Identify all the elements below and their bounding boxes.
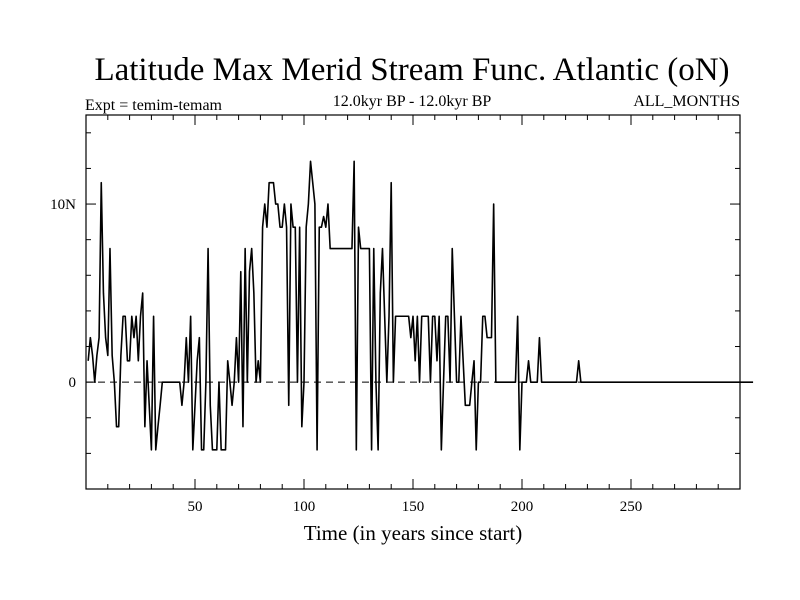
series-line (87, 160, 754, 451)
subtitle-center: 12.0kyr BP - 12.0kyr BP (333, 93, 492, 110)
x-tick-label: 150 (402, 499, 425, 515)
y-tick-label: 10N (50, 197, 76, 213)
x-tick-label: 50 (188, 499, 203, 515)
x-tick-labels: 50 100 150 200 250 (188, 499, 643, 515)
subtitle-right: ALL_MONTHS (633, 93, 740, 110)
y-axis-ticks (86, 132, 740, 454)
x-tick-label: 100 (293, 499, 316, 515)
x-axis-ticks (107, 115, 719, 489)
y-tick-label: 0 (69, 375, 77, 391)
x-tick-label: 200 (511, 499, 534, 515)
subtitle-left: Expt = temim-temam (85, 97, 223, 114)
chart-title: Latitude Max Merid Stream Func. Atlantic… (94, 52, 729, 88)
y-tick-labels: 0 10N (50, 197, 76, 391)
x-axis-label: Time (in years since start) (304, 521, 523, 545)
x-tick-label: 250 (620, 499, 643, 515)
plot-frame (85, 114, 741, 490)
